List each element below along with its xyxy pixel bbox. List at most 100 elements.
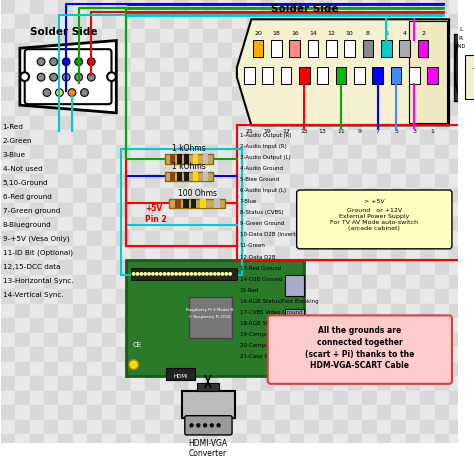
Bar	[29, 260, 44, 275]
Bar	[58, 217, 73, 231]
Bar	[261, 405, 275, 420]
Bar	[406, 391, 420, 405]
Bar	[275, 362, 290, 376]
Bar	[435, 87, 449, 101]
Bar	[145, 202, 160, 217]
Bar	[44, 246, 58, 260]
Ellipse shape	[167, 273, 170, 275]
Bar	[362, 434, 377, 448]
Bar	[246, 15, 261, 29]
Bar	[102, 202, 116, 217]
Bar	[44, 15, 58, 29]
Bar	[203, 318, 218, 333]
Bar	[319, 260, 333, 275]
Bar	[319, 0, 333, 15]
Bar	[73, 289, 87, 304]
Bar	[435, 405, 449, 420]
Bar	[116, 174, 131, 188]
Bar	[58, 304, 73, 318]
Bar	[203, 304, 218, 318]
Bar	[449, 87, 464, 101]
Bar	[290, 0, 304, 15]
Bar	[203, 420, 218, 434]
Bar	[58, 362, 73, 376]
Bar	[435, 29, 449, 44]
Bar	[102, 73, 116, 87]
Bar	[333, 73, 348, 87]
Bar	[160, 58, 174, 73]
Bar	[304, 202, 319, 217]
Bar	[73, 275, 87, 289]
Bar	[131, 159, 145, 174]
Text: GND: GND	[455, 44, 466, 49]
Bar	[29, 318, 44, 333]
Bar	[333, 29, 348, 44]
Bar	[131, 347, 145, 362]
Bar	[246, 420, 261, 434]
Bar	[449, 174, 464, 188]
Bar	[304, 174, 319, 188]
Bar	[435, 159, 449, 174]
Bar	[116, 391, 131, 405]
Bar	[318, 67, 328, 84]
Bar	[73, 73, 87, 87]
Bar	[189, 44, 203, 58]
Bar	[174, 29, 189, 44]
Bar	[406, 101, 420, 116]
Bar	[319, 29, 333, 44]
Bar	[362, 159, 377, 174]
Bar	[319, 246, 333, 260]
Bar	[435, 376, 449, 391]
Bar	[29, 362, 44, 376]
Bar	[203, 217, 218, 231]
Text: 6-Audio Input (L): 6-Audio Input (L)	[240, 188, 286, 193]
Bar	[348, 58, 362, 73]
Text: 6: 6	[384, 31, 388, 36]
Bar	[435, 130, 449, 145]
Bar	[44, 420, 58, 434]
Text: HDMI-VGA
Converter: HDMI-VGA Converter	[188, 439, 228, 458]
Bar	[174, 145, 189, 159]
Bar	[15, 318, 29, 333]
Text: © Raspberry Pi 2016: © Raspberry Pi 2016	[189, 315, 231, 319]
Text: 20-Composite Video Input: 20-Composite Video Input	[240, 343, 311, 348]
Bar	[29, 58, 44, 73]
Bar	[261, 174, 275, 188]
Bar	[377, 246, 391, 260]
Bar	[391, 391, 406, 405]
Bar	[435, 174, 449, 188]
Bar	[420, 202, 435, 217]
Ellipse shape	[217, 424, 220, 427]
Bar	[435, 15, 449, 29]
Bar	[87, 376, 102, 391]
Bar	[174, 275, 189, 289]
Text: 4-Not used: 4-Not used	[2, 166, 42, 172]
Bar	[116, 58, 131, 73]
Bar	[160, 434, 174, 448]
Bar	[73, 145, 87, 159]
Bar	[203, 289, 218, 304]
Bar	[29, 275, 44, 289]
Ellipse shape	[171, 273, 173, 275]
Bar	[391, 246, 406, 260]
Bar	[246, 289, 261, 304]
Bar	[44, 73, 58, 87]
Bar	[275, 130, 290, 145]
Bar	[15, 116, 29, 130]
Bar	[333, 304, 348, 318]
Bar	[145, 420, 160, 434]
Bar	[58, 174, 73, 188]
Bar	[0, 347, 15, 362]
Text: 21-Case Shield: 21-Case Shield	[240, 354, 281, 359]
Ellipse shape	[210, 424, 213, 427]
Bar	[391, 0, 406, 15]
Bar	[362, 405, 377, 420]
FancyBboxPatch shape	[25, 49, 111, 104]
Bar	[290, 39, 300, 57]
Bar	[73, 87, 87, 101]
Bar	[391, 260, 406, 275]
Bar	[102, 420, 116, 434]
Bar	[131, 405, 145, 420]
Bar	[420, 304, 435, 318]
Text: > +5V: > +5V	[364, 199, 384, 204]
